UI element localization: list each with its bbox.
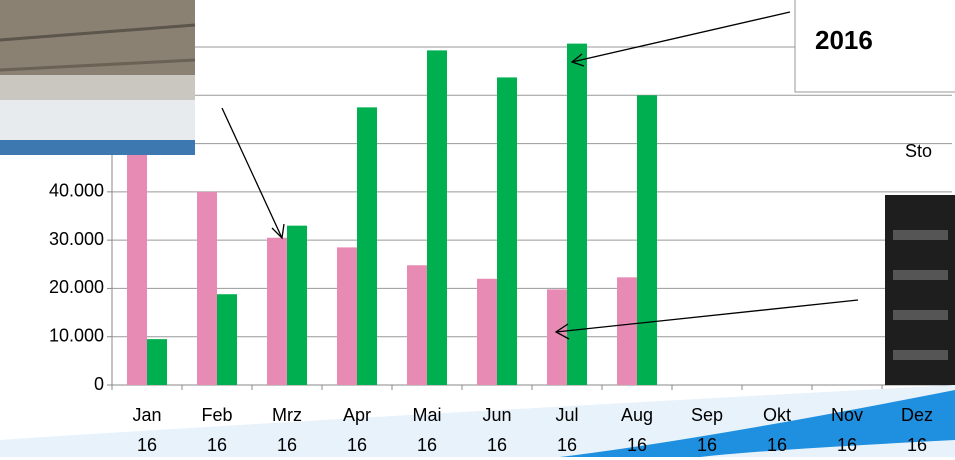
bar [287,226,307,385]
annotation: 2016 [815,25,873,55]
y-tick-label: 40.000 [49,181,104,201]
bar [567,44,587,385]
server-photo [885,195,955,385]
arrows [222,12,858,339]
y-tick-label: 10.000 [49,325,104,345]
x-tick-label: Jan 16 [125,400,169,460]
bar [127,151,147,385]
bar [337,247,357,385]
bar [637,95,657,385]
y-tick-label: 20.000 [49,277,104,297]
y-tick-label: 0 [94,374,104,394]
x-tick-label: Apr 16 [335,400,379,460]
bar [267,238,287,385]
bar [617,277,637,385]
bar [497,77,517,385]
x-tick-label: Dez 16 [895,400,939,460]
chart: 010.00020.00030.00040.00050.00060.00070.… [0,0,955,457]
bar [427,50,447,385]
page: 010.00020.00030.00040.00050.00060.00070.… [0,0,955,457]
x-tick-label: Okt 16 [755,400,799,460]
bar [217,294,237,385]
x-tick-label: Jun 16 [475,400,519,460]
x-tick-label: Nov 16 [825,400,869,460]
bar [197,192,217,385]
x-tick-label: Feb 16 [195,400,239,460]
bar [357,107,377,385]
x-tick-label: Sep 16 [685,400,729,460]
y-tick-label: 30.000 [49,229,104,249]
x-tick-label: Mai 16 [405,400,449,460]
bar [407,265,427,385]
x-tick-label: Aug 16 [615,400,659,460]
x-tick-label: Mrz 16 [265,400,309,460]
annotation: Sto [905,141,932,161]
hall-photo [0,0,195,155]
bar [147,339,167,385]
bar [547,289,567,385]
x-tick-label: Jul 16 [545,400,589,460]
bar [477,279,497,385]
